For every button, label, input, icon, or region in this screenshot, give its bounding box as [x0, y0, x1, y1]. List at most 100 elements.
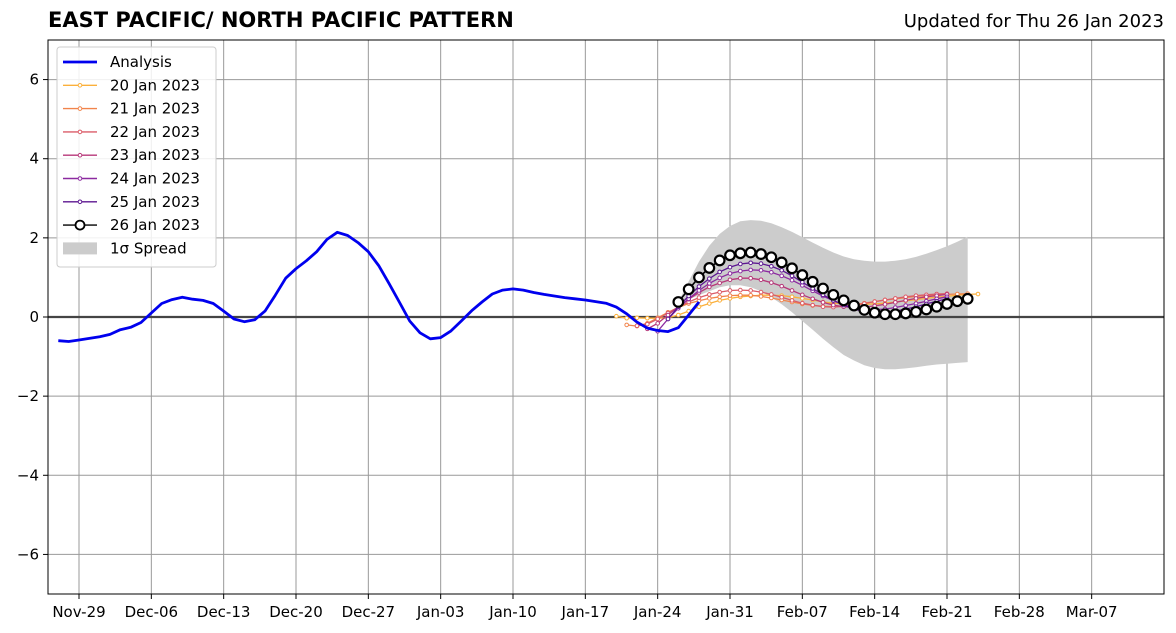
forecast-point: [786, 262, 798, 275]
forecast-point: [779, 273, 784, 279]
forecast-point: [665, 312, 671, 318]
forecast-point: [758, 294, 764, 299]
forecast-point: [734, 247, 747, 260]
forecast-point: [707, 292, 712, 297]
forecast-point: [634, 315, 640, 321]
forecast-point: [717, 298, 722, 303]
forecast-point: [724, 249, 736, 262]
legend-label: 22 Jan 2023: [110, 123, 200, 141]
forecast-point: [624, 322, 629, 328]
forecast-point: [655, 316, 660, 322]
forecast-point: [903, 303, 908, 308]
legend-marker: [77, 129, 83, 135]
forecast-point: [713, 254, 726, 267]
forecast-point: [903, 294, 908, 300]
forecast-point: [769, 264, 774, 269]
forecast-point: [696, 288, 702, 293]
forecast-point: [717, 275, 722, 281]
forecast-point: [882, 302, 888, 307]
tick-layer: Nov-29 Dec-06 Dec-13 Dec-20 Dec-27 Jan-03 Jan-…: [17, 71, 1118, 621]
forecast-point: [769, 295, 774, 301]
legend-label: 25 Jan 2023: [110, 193, 200, 211]
forecast-point: [779, 268, 784, 273]
forecast-point: [930, 300, 943, 313]
legend-marker: [77, 152, 83, 158]
forecast-point: [775, 256, 788, 269]
forecast-point: [696, 295, 702, 300]
forecast-point: [769, 292, 774, 297]
forecast-point: [755, 248, 767, 260]
forecast-point: [758, 277, 764, 283]
forecast-point: [738, 268, 743, 274]
forecast-point: [810, 302, 815, 308]
forecast-point: [614, 313, 619, 319]
x-tick-label: Jan-17: [561, 603, 610, 621]
x-tick-label: Jan-24: [633, 603, 682, 621]
x-tick-label: Dec-06: [125, 603, 179, 621]
legend-box: [56, 46, 217, 268]
forecast-line: [626, 293, 968, 327]
forecast-point: [707, 296, 712, 301]
forecast-point: [682, 283, 695, 296]
forecast-point: [882, 297, 888, 303]
forecast-point: [676, 312, 681, 318]
forecast-point: [758, 268, 764, 273]
forecast-point: [703, 262, 716, 274]
forecast-point: [727, 264, 733, 270]
forecast-point: [707, 281, 712, 286]
forecast-point: [924, 294, 929, 300]
forecast-point: [717, 269, 722, 275]
forecast-point: [789, 277, 795, 283]
forecast-point: [913, 296, 919, 301]
forecast-point: [820, 304, 826, 310]
forecast-point: [789, 288, 795, 293]
forecast-point: [634, 323, 640, 329]
legend-label: Analysis: [110, 53, 172, 71]
forecast-point: [800, 300, 805, 306]
y-tick-label: −2: [17, 387, 39, 405]
x-tick-label: Feb-21: [921, 603, 972, 621]
x-tick-label: Mar-07: [1066, 603, 1118, 621]
x-tick-label: Dec-13: [197, 603, 251, 621]
legend-label: 21 Jan 2023: [110, 100, 200, 118]
forecast-point: [727, 271, 733, 276]
legend-marker: [74, 219, 86, 231]
forecast-point: [879, 308, 891, 321]
forecast-point: [872, 299, 877, 304]
forecast-point: [837, 294, 850, 307]
forecast-point: [806, 275, 819, 288]
legend-marker: [77, 83, 83, 88]
forecast-point: [796, 269, 809, 281]
forecast-point: [707, 301, 712, 306]
legend-label: 24 Jan 2023: [110, 170, 200, 188]
y-tick-label: −6: [17, 545, 39, 563]
forecast-point: [672, 296, 685, 308]
forecast-point: [696, 304, 702, 310]
legend-marker: [77, 176, 83, 181]
forecast-point: [727, 293, 733, 298]
forecast-point: [693, 271, 705, 284]
forecast-point: [748, 260, 753, 266]
forecast-point: [868, 306, 881, 319]
forecast-point: [789, 273, 795, 279]
forecast-point: [738, 261, 743, 267]
forecast-point: [769, 269, 774, 275]
forecast-point: [893, 300, 898, 305]
forecast-point: [951, 295, 964, 308]
y-tick-label: 6: [29, 71, 39, 89]
forecast-point: [889, 308, 902, 321]
legend-label: 26 Jan 2023: [110, 216, 200, 234]
forecast-point: [655, 321, 660, 326]
forecast-point: [748, 288, 753, 293]
forecast-point: [903, 298, 908, 303]
x-tick-label: Jan-10: [488, 603, 537, 621]
forecast-point: [707, 276, 712, 281]
legend-marker: [77, 199, 83, 205]
forecast-point: [910, 305, 922, 318]
x-tick-label: Feb-28: [994, 603, 1045, 621]
forecast-point: [717, 289, 722, 295]
series-layer: [58, 230, 981, 343]
x-tick-label: Dec-27: [342, 603, 396, 621]
forecast-point: [848, 299, 860, 312]
